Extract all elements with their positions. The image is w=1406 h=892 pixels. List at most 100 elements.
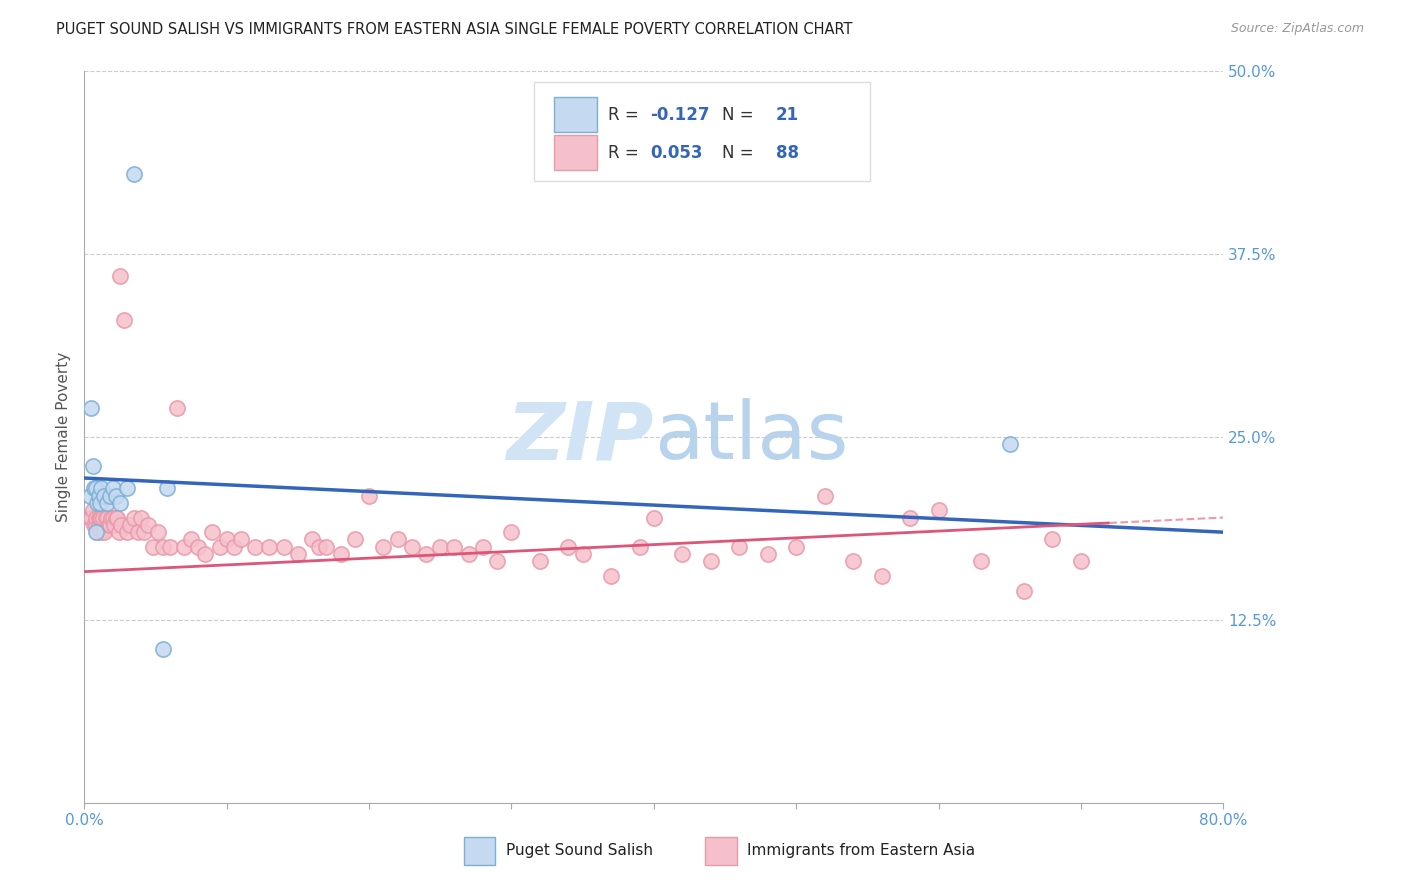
Point — [87, 517, 110, 532]
Point — [259, 540, 281, 554]
Point — [457, 547, 479, 561]
Point — [90, 481, 112, 495]
FancyBboxPatch shape — [704, 838, 737, 865]
Point — [187, 540, 209, 554]
Point — [96, 496, 118, 510]
Text: R =: R = — [609, 144, 644, 161]
Point — [96, 510, 118, 524]
Point — [93, 525, 115, 540]
Point — [89, 496, 111, 510]
Point — [842, 554, 865, 568]
Point — [700, 554, 723, 568]
Point — [100, 510, 122, 524]
Point — [156, 481, 179, 495]
Text: 21: 21 — [776, 105, 799, 123]
Point — [600, 569, 623, 583]
Point — [90, 525, 112, 540]
Point — [1070, 554, 1092, 568]
Point — [728, 540, 751, 554]
Point — [118, 517, 141, 532]
Text: 0.053: 0.053 — [651, 144, 703, 161]
Point — [359, 489, 381, 503]
Point — [472, 540, 495, 554]
Point — [343, 533, 366, 547]
Point — [80, 510, 103, 524]
Point — [486, 554, 509, 568]
Point — [429, 540, 451, 554]
Point — [104, 489, 127, 503]
Point — [201, 525, 224, 540]
Point — [110, 517, 132, 532]
Point — [814, 489, 837, 503]
Point — [142, 540, 165, 554]
Point — [245, 540, 267, 554]
Point — [529, 554, 551, 568]
Point — [785, 540, 807, 554]
Point — [94, 510, 117, 524]
Point — [671, 547, 693, 561]
Text: PUGET SOUND SALISH VS IMMIGRANTS FROM EASTERN ASIA SINGLE FEMALE POVERTY CORRELA: PUGET SOUND SALISH VS IMMIGRANTS FROM EA… — [56, 22, 853, 37]
Point — [84, 525, 107, 540]
Text: Puget Sound Salish: Puget Sound Salish — [506, 843, 652, 858]
Point — [756, 547, 779, 561]
Point — [79, 489, 101, 503]
Text: -0.127: -0.127 — [651, 105, 710, 123]
Point — [628, 540, 651, 554]
Point — [148, 525, 170, 540]
Point — [80, 401, 103, 415]
Point — [87, 489, 110, 503]
Point — [443, 540, 465, 554]
Point — [101, 481, 124, 495]
Point — [1012, 583, 1035, 598]
FancyBboxPatch shape — [534, 82, 870, 181]
Point — [122, 167, 145, 181]
Point — [387, 533, 409, 547]
Point — [91, 510, 114, 524]
Point — [134, 525, 156, 540]
Point — [415, 547, 437, 561]
Y-axis label: Single Female Poverty: Single Female Poverty — [56, 352, 72, 522]
Point — [103, 517, 125, 532]
Point — [180, 533, 202, 547]
Point — [90, 510, 112, 524]
Point — [93, 489, 115, 503]
Text: ZIP: ZIP — [506, 398, 654, 476]
Point — [89, 510, 111, 524]
Point — [557, 540, 579, 554]
Point — [108, 269, 131, 284]
Point — [115, 481, 138, 495]
Point — [152, 642, 174, 657]
Text: N =: N = — [723, 105, 759, 123]
Point — [315, 540, 337, 554]
Point — [273, 540, 295, 554]
Text: 88: 88 — [776, 144, 799, 161]
Point — [301, 533, 323, 547]
Point — [122, 510, 145, 524]
Point — [127, 525, 149, 540]
Point — [166, 401, 188, 415]
FancyBboxPatch shape — [464, 838, 495, 865]
Point — [138, 517, 160, 532]
Point — [970, 554, 993, 568]
Point — [98, 517, 121, 532]
Text: N =: N = — [723, 144, 759, 161]
Point — [222, 540, 245, 554]
Point — [84, 517, 107, 532]
Point — [159, 540, 181, 554]
Point — [373, 540, 395, 554]
Point — [84, 481, 107, 495]
Point — [83, 481, 105, 495]
Point — [898, 510, 921, 524]
Point — [101, 510, 124, 524]
Point — [79, 510, 101, 524]
FancyBboxPatch shape — [554, 135, 598, 170]
Point — [152, 540, 174, 554]
Point — [83, 517, 105, 532]
Text: atlas: atlas — [654, 398, 848, 476]
Point — [112, 313, 135, 327]
Point — [928, 503, 950, 517]
Point — [208, 540, 231, 554]
Text: Immigrants from Eastern Asia: Immigrants from Eastern Asia — [747, 843, 976, 858]
Point — [86, 496, 108, 510]
Point — [82, 459, 104, 474]
